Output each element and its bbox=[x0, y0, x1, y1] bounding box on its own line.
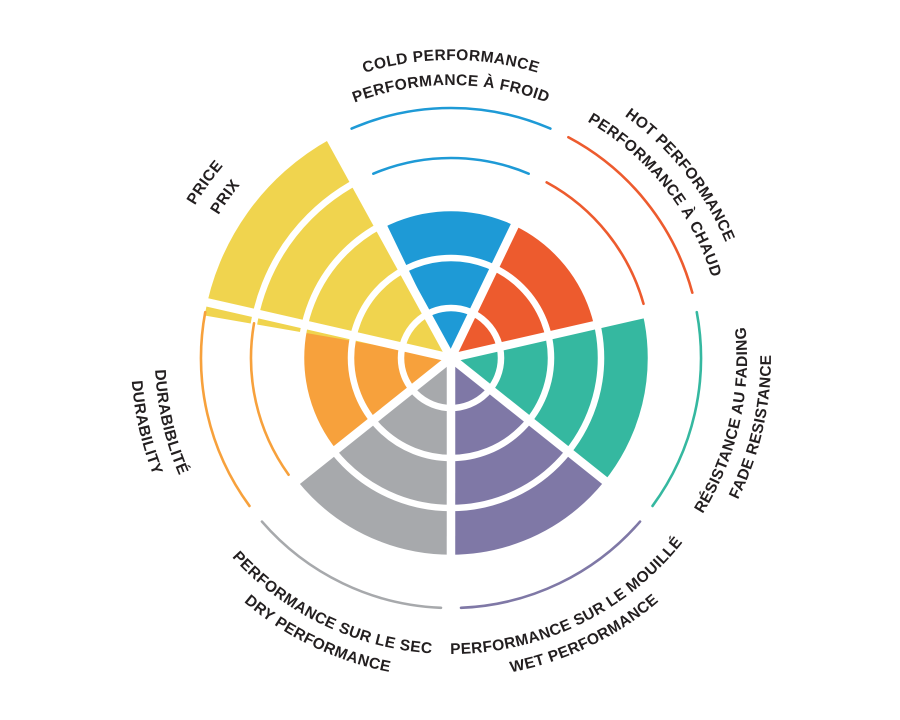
level-arc-durability-level-5 bbox=[199, 310, 251, 508]
level-arc-dry-performance-level-5 bbox=[260, 520, 443, 610]
level-arc-hot-performance-level-4 bbox=[545, 181, 645, 306]
level-arc-fade-resistance-level-5 bbox=[651, 310, 703, 508]
level-arc-hot-performance-level-5 bbox=[567, 135, 694, 294]
sector-label-en-hot-performance: HOT PERFORMANCE bbox=[622, 105, 738, 244]
sector-label-text-en: HOT PERFORMANCE bbox=[622, 105, 737, 244]
sector-wedge-cold-performance bbox=[385, 207, 517, 358]
sector-label-fr-cold-performance: PERFORMANCE À FROID bbox=[350, 72, 552, 106]
sector-separator bbox=[246, 354, 454, 523]
sector-separator bbox=[450, 296, 704, 363]
sector-wedge-wet-performance bbox=[450, 358, 608, 558]
sector-wedge-dry-performance bbox=[294, 358, 452, 558]
sector-separator bbox=[448, 354, 656, 523]
sector-wedge-price bbox=[204, 138, 451, 358]
sector-wedge-durability bbox=[301, 324, 451, 452]
level-arc-durability-level-4 bbox=[249, 322, 290, 477]
level-arc-cold-performance-level-5 bbox=[350, 106, 552, 130]
sector-separator bbox=[198, 296, 452, 363]
sector-separator bbox=[323, 129, 455, 361]
sector-label-text-fr: PERFORMANCE À FROID bbox=[350, 72, 551, 106]
level-arc-cold-performance-level-4 bbox=[372, 156, 530, 175]
level-arc-wet-performance-level-5 bbox=[459, 520, 642, 610]
sector-separator bbox=[447, 123, 567, 360]
